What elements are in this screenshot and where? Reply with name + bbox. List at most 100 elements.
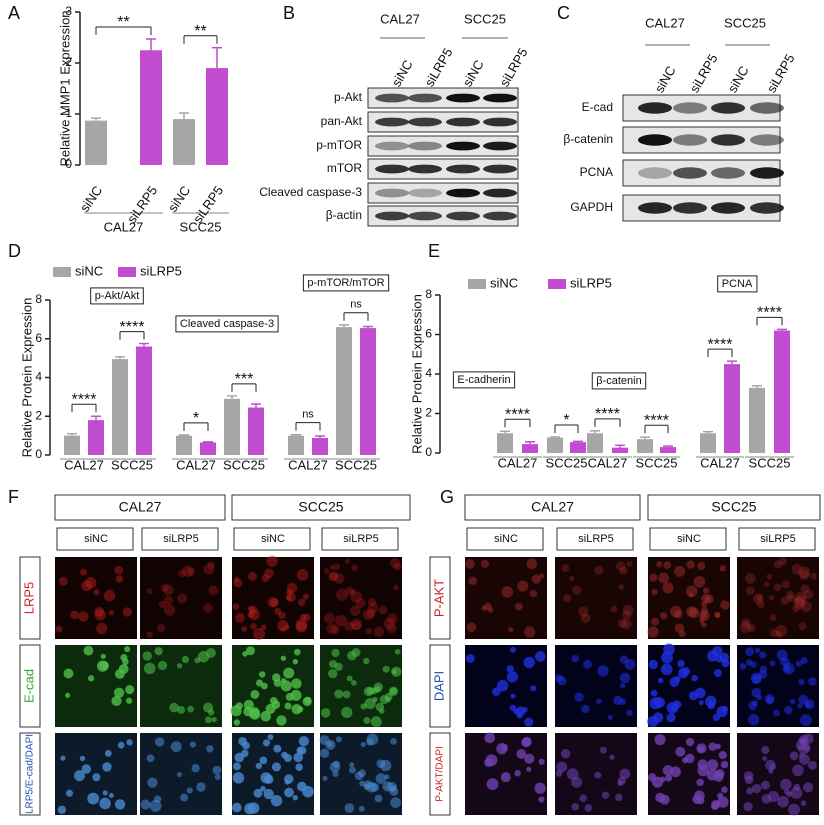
- y-tick-label: 6: [425, 327, 432, 341]
- cell: [206, 745, 214, 753]
- cell: [534, 782, 546, 794]
- cell: [65, 789, 74, 797]
- bar: [660, 447, 676, 453]
- cell: [335, 614, 347, 627]
- bar: [570, 442, 586, 453]
- error-bar: [203, 441, 213, 443]
- cell: [571, 654, 579, 663]
- cell: [524, 753, 535, 764]
- bar: [774, 330, 790, 453]
- cell: [143, 662, 156, 675]
- condition-box: [56, 527, 134, 551]
- cell: [264, 774, 274, 785]
- cell: [259, 756, 268, 765]
- significance: *: [563, 412, 569, 429]
- cell: [100, 653, 106, 660]
- cell: [616, 561, 626, 571]
- cell: [84, 577, 97, 589]
- cell: [370, 716, 382, 728]
- significance: ****: [708, 336, 733, 353]
- lane-label: siNC: [460, 57, 487, 89]
- significance: ****: [595, 406, 620, 423]
- cell: [756, 600, 765, 609]
- cell: [506, 665, 514, 673]
- row-label: Cleaved caspase-3: [259, 185, 362, 199]
- cell: [365, 627, 372, 635]
- bar-label: siNC: [165, 183, 193, 215]
- cell: [319, 748, 330, 758]
- cell: [102, 790, 108, 796]
- cell: [345, 586, 354, 596]
- cell: [176, 663, 183, 669]
- cell: [63, 668, 74, 679]
- cell: [122, 658, 129, 666]
- error-bar: [663, 445, 673, 448]
- cell: [699, 618, 705, 624]
- row-label: p-mTOR: [316, 138, 362, 152]
- bar: [637, 439, 653, 453]
- row-label: E-cad: [21, 669, 36, 703]
- cell: [186, 567, 195, 576]
- cell: [798, 678, 805, 686]
- cell: [146, 588, 153, 595]
- bar: [547, 437, 563, 453]
- cell: [584, 804, 593, 812]
- cell: [619, 566, 628, 575]
- cell: [675, 746, 686, 757]
- legend-swatch: [53, 267, 71, 277]
- cell: [766, 573, 773, 580]
- cell: [295, 618, 308, 631]
- cell: [594, 565, 604, 575]
- cell: [751, 687, 762, 698]
- cell: [260, 624, 267, 631]
- cell: [334, 573, 345, 584]
- panel-letter: E: [428, 241, 440, 261]
- cell: [375, 773, 387, 784]
- y-tick-label: 2: [425, 406, 432, 420]
- cell: [284, 787, 294, 798]
- cell: [790, 786, 803, 799]
- bar: [140, 50, 162, 165]
- x-tick-label: SCC25: [546, 455, 588, 470]
- x-tick-label: CAL27: [104, 219, 144, 234]
- cell: [278, 611, 286, 620]
- cell: [261, 682, 268, 690]
- row-label-box: [19, 732, 41, 816]
- cell: [654, 697, 666, 708]
- cell: [114, 565, 124, 575]
- blot-band: [673, 134, 707, 146]
- significance: *: [193, 410, 199, 427]
- group-label: Cleaved caspase-3: [180, 318, 274, 330]
- cell: [99, 797, 111, 810]
- cell: [362, 608, 375, 621]
- blot-band: [375, 93, 409, 103]
- cell: [323, 568, 330, 574]
- blot-band: [750, 202, 784, 214]
- blot-strip: [367, 87, 519, 109]
- cell: [379, 695, 389, 705]
- cell: [355, 597, 366, 609]
- cell: [382, 781, 393, 792]
- y-tick-label: 1: [65, 106, 72, 120]
- cell: [232, 772, 245, 784]
- cell: [342, 690, 351, 699]
- cell: [163, 595, 174, 605]
- cell: [393, 584, 399, 591]
- cell: [383, 617, 396, 630]
- cell: [111, 695, 122, 707]
- cell: [349, 762, 355, 768]
- cell: [758, 670, 768, 679]
- bar: [360, 328, 376, 455]
- cell: [374, 794, 383, 803]
- cell: [234, 576, 240, 583]
- cell: [149, 799, 162, 812]
- cell: [485, 754, 498, 767]
- cell: [247, 605, 254, 612]
- panel-letter: D: [8, 241, 21, 261]
- cell: [291, 678, 302, 689]
- cell: [194, 657, 201, 664]
- cell: [657, 677, 664, 684]
- x-tick-label: CAL27: [64, 457, 104, 472]
- cell: [745, 647, 755, 657]
- cell: [674, 623, 685, 633]
